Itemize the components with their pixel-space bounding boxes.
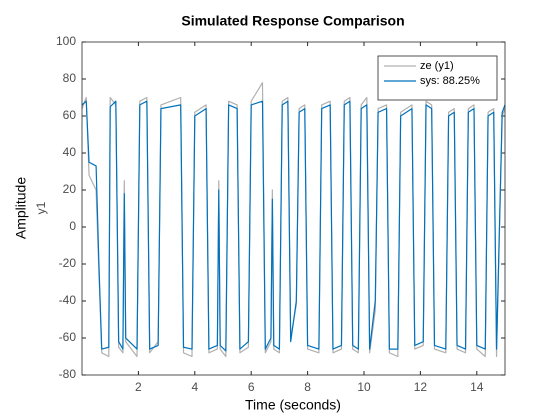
x-tick-label: 4 [191,380,198,394]
x-tick-label: 12 [414,380,428,394]
x-tick-label: 2 [135,380,142,394]
x-tick-label: 10 [357,380,371,394]
legend-box [377,55,498,101]
y-tick-label: 20 [63,182,77,196]
x-tick-label: 6 [248,380,255,394]
y-tick-label: 80 [63,71,77,85]
legend-label: sys: 88.25% [420,75,480,87]
y-tick-label: -80 [59,367,77,381]
x-tick-label: 8 [304,380,311,394]
y-tick-label: -40 [59,293,77,307]
legend-label: ze (y1) [420,60,454,72]
series-line [81,100,506,352]
y-axis-sublabel: y1 [34,201,48,214]
axes-box [81,41,506,376]
y-tick-label: -60 [59,330,77,344]
y-tick-label: 0 [69,219,76,233]
chart-title: Simulated Response Comparison [181,13,404,29]
y-tick-label: 60 [63,108,77,122]
x-axis-label: Time (seconds) [245,397,341,413]
y-tick-label: -20 [59,256,77,270]
x-tick-label: 14 [470,380,484,394]
y-tick-label: 100 [56,34,76,48]
y-axis-label: Amplitude [13,177,29,239]
y-tick-label: 40 [63,145,77,159]
